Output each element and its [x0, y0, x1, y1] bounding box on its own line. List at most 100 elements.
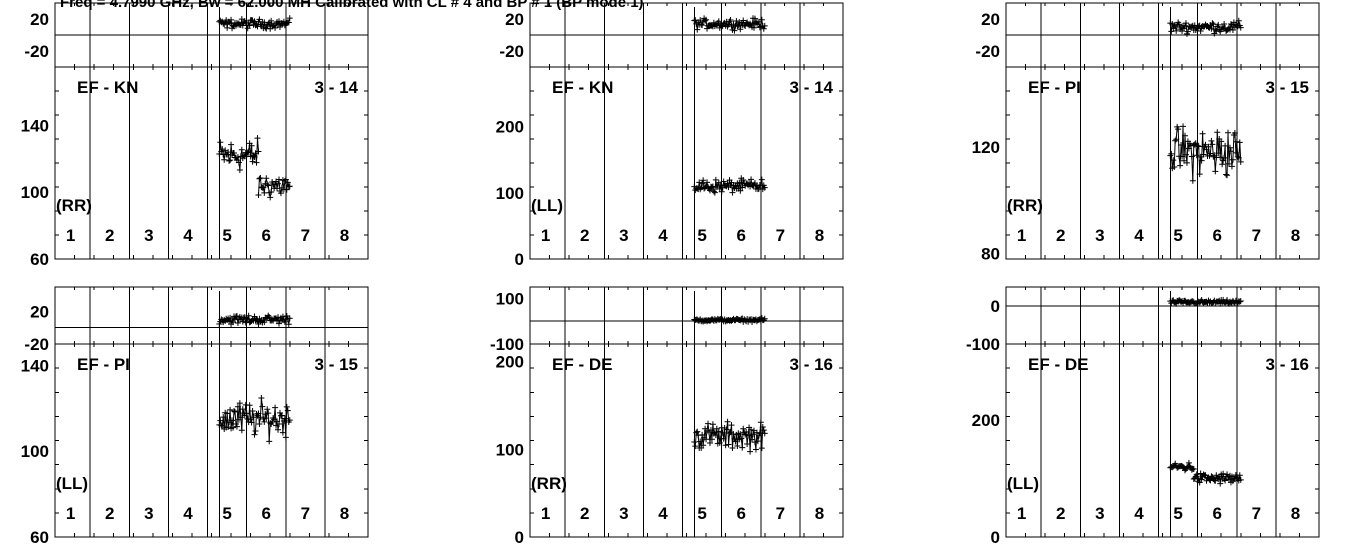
amplitude-tick-label: 200 — [972, 411, 1000, 430]
amplitude-tick-label: 0 — [515, 528, 524, 547]
antenna-label: 6 — [1213, 226, 1222, 245]
baseline-label: EF - KN — [552, 78, 613, 97]
time-label: 3 - 15 — [315, 355, 358, 374]
amplitude-tick-label: 200 — [496, 353, 524, 372]
phase-tick-label: -20 — [975, 42, 1000, 61]
antenna-label: 8 — [340, 226, 349, 245]
antenna-label: 4 — [1134, 504, 1144, 523]
amplitude-tick-label: 120 — [972, 138, 1000, 157]
antenna-label: 6 — [1213, 504, 1222, 523]
antenna-label: 1 — [66, 504, 75, 523]
baseline-label: EF - KN — [77, 78, 138, 97]
antenna-label: 7 — [776, 226, 785, 245]
phase-tick-label: -100 — [490, 335, 524, 354]
antenna-label: 1 — [541, 226, 550, 245]
amplitude-tick-label: 100 — [21, 442, 49, 461]
amplitude-tick-label: 140 — [21, 356, 49, 375]
antenna-label: 3 — [619, 226, 628, 245]
amplitude-trace — [1193, 472, 1242, 484]
amplitude-tick-label: 80 — [981, 245, 1000, 264]
antenna-label: 7 — [301, 504, 310, 523]
antenna-label: 8 — [1291, 504, 1300, 523]
polarization-label: (LL) — [1007, 474, 1039, 493]
phase-tick-label: 20 — [505, 10, 524, 29]
baseline-label: EF - DE — [552, 355, 612, 374]
amplitude-trace — [1169, 461, 1194, 472]
phase-tick-label: -100 — [966, 335, 1000, 354]
amplitude-trace — [693, 421, 766, 452]
antenna-label: 5 — [222, 504, 231, 523]
antenna-label: 4 — [1134, 226, 1144, 245]
phase-tick-label: 0 — [991, 297, 1000, 316]
phase-trace — [218, 314, 291, 325]
amplitude-tick-label: 60 — [30, 250, 49, 269]
phase-trace — [218, 17, 291, 30]
antenna-label: 4 — [183, 226, 193, 245]
antenna-label: 3 — [1095, 504, 1104, 523]
amplitude-tick-label: 100 — [496, 184, 524, 203]
panel-2: 200 100 0 20 -20 EF - KN 3 - 14 (LL) 1 2 3 4 5 6 7 8 — [496, 2, 844, 269]
antenna-label: 7 — [1252, 504, 1261, 523]
phase-trace — [1169, 20, 1242, 35]
time-label: 3 - 15 — [1266, 78, 1309, 97]
antenna-label: 7 — [776, 504, 785, 523]
polarization-label: (LL) — [56, 474, 88, 493]
phase-tick-label: -20 — [499, 42, 524, 61]
antenna-label: 6 — [737, 504, 746, 523]
panel-3: 120 80 20 -20 EF - PI 3 - 15 (RR) 1 2 3 4 5 6 7 8 — [972, 2, 1320, 264]
antenna-label: 5 — [697, 226, 706, 245]
antenna-label: 1 — [66, 226, 75, 245]
phase-tick-label: -20 — [24, 42, 49, 61]
antenna-label: 8 — [815, 504, 824, 523]
amplitude-tick-label: 100 — [21, 183, 49, 202]
panel-4: 140 100 60 20 -20 EF - PI 3 - 15 (LL) 1 2 3 4 5 6 7 8 — [21, 286, 369, 547]
polarization-label: (LL) — [531, 196, 563, 215]
amplitude-tick-label: 140 — [21, 116, 49, 135]
phase-tick-label: -20 — [24, 335, 49, 354]
antenna-label: 6 — [737, 226, 746, 245]
antenna-label: 1 — [1017, 504, 1026, 523]
phase-frame — [54, 286, 369, 345]
polarization-label: (RR) — [56, 196, 92, 215]
antenna-label: 5 — [222, 226, 231, 245]
baseline-label: EF - PI — [77, 355, 130, 374]
amplitude-trace — [218, 397, 291, 442]
antenna-label: 6 — [262, 504, 271, 523]
antenna-label: 2 — [105, 226, 114, 245]
antenna-label: 3 — [144, 504, 153, 523]
time-label: 3 - 16 — [1266, 355, 1309, 374]
amplitude-tick-label: 0 — [991, 528, 1000, 547]
phase-tick-label: 20 — [981, 10, 1000, 29]
antenna-label: 8 — [340, 504, 349, 523]
plot-header: Freq = 4.7990 GHz, Bw = 62.000 MH Calibr… — [60, 0, 644, 11]
phase-tick-label: 100 — [496, 289, 524, 308]
antenna-label: 4 — [658, 226, 668, 245]
antenna-label: 3 — [144, 226, 153, 245]
phase-trace — [694, 16, 766, 31]
antenna-label: 1 — [541, 504, 550, 523]
time-label: 3 - 14 — [315, 78, 359, 97]
baseline-label: EF - PI — [1028, 78, 1081, 97]
antenna-label: 1 — [1017, 226, 1026, 245]
antenna-label: 3 — [1095, 226, 1104, 245]
panel-1: 140 100 60 20 -20 EF - KN 3 - 14 (RR) 1 2 3 4 5 6 7 8 — [21, 2, 369, 269]
antenna-label: 5 — [1173, 504, 1182, 523]
polarization-label: (RR) — [531, 474, 567, 493]
baseline-label: EF - DE — [1028, 355, 1088, 374]
amplitude-trace — [258, 177, 290, 198]
time-label: 3 - 14 — [790, 78, 834, 97]
polarization-label: (RR) — [1007, 196, 1043, 215]
antenna-label: 2 — [1056, 226, 1065, 245]
antenna-label: 2 — [580, 226, 589, 245]
antenna-label: 8 — [815, 226, 824, 245]
antenna-label: 5 — [1173, 226, 1182, 245]
phase-trace — [694, 316, 766, 324]
antenna-label: 4 — [658, 504, 668, 523]
phase-frame — [529, 286, 844, 345]
phase-frame — [1005, 286, 1320, 345]
panel-5: 200 100 0 100 -100 EF - DE 3 - 16 (RR) 1 2 3 4 5 6 7 8 — [490, 286, 844, 547]
antenna-label: 2 — [580, 504, 589, 523]
phase-trace — [1169, 298, 1242, 306]
antenna-label: 2 — [1056, 504, 1065, 523]
antenna-label: 8 — [1291, 226, 1300, 245]
